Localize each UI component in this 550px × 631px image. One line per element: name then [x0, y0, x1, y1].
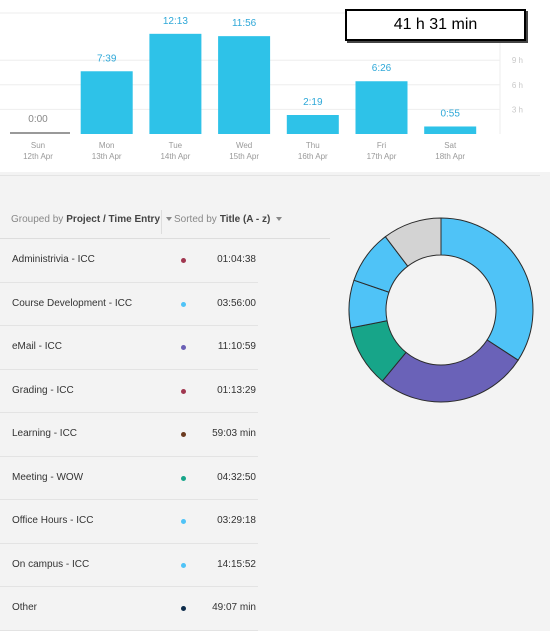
group-by-dropdown[interactable]: Grouped by Project / Time Entry	[11, 200, 173, 238]
color-dot-icon	[181, 258, 186, 263]
bar-value-label: 12:13	[163, 16, 188, 27]
entry-duration: 59:03 min	[212, 428, 256, 439]
entry-duration: 14:15:52	[217, 558, 256, 570]
bar	[218, 36, 271, 134]
color-dot-icon	[181, 475, 186, 481]
donut-slice[interactable]	[384, 217, 442, 267]
x-tick-date-label: 14th Apr	[160, 152, 190, 161]
group-by-prefix: Grouped by	[11, 213, 64, 225]
sort-by-dropdown[interactable]: Sorted by Title (A - z)	[174, 200, 283, 238]
time-entry-list: Administrivia - ICC 01:04:38 Course Develo…	[0, 239, 258, 631]
x-tick-label: Thu	[306, 141, 320, 150]
entry-title: Other	[12, 602, 38, 613]
x-tick-date-label: 17th Apr	[367, 152, 397, 161]
entry-title: On campus - ICC	[12, 558, 90, 570]
bar-value-label: 0:55	[440, 108, 460, 119]
list-item[interactable]: Other 49:07 min	[0, 587, 258, 631]
bar	[355, 81, 408, 134]
y-tick-label: 3 h	[512, 105, 523, 114]
y-tick-label: 9 h	[512, 56, 523, 65]
color-dot-icon	[181, 388, 186, 394]
x-tick-date-label: 13th Apr	[92, 152, 122, 161]
sort-by-value: Title (A - z)	[219, 213, 271, 225]
toolbar-separator	[161, 210, 162, 234]
x-tick-label: Sat	[444, 141, 457, 150]
color-dot-icon	[181, 301, 186, 307]
x-tick-label: Mon	[99, 141, 115, 150]
entry-duration: 01:04:38	[217, 254, 256, 265]
bar-chart-svg: 9 h 6 h 3 h 0:00 Sun 12th Apr 7:39 Mon 13th Apr 1…	[0, 12, 523, 161]
bar-value-label: 6:26	[372, 63, 392, 74]
x-tick-label: Wed	[236, 141, 252, 150]
sort-by-prefix: Sorted by	[174, 213, 217, 225]
bar	[149, 33, 202, 134]
bar	[10, 132, 70, 134]
entry-duration: 11:10:59	[217, 341, 256, 352]
bar-value-label: 0:00	[28, 114, 48, 125]
list-item[interactable]: eMail - ICC 11:10:59	[0, 326, 258, 370]
chevron-down-icon	[276, 217, 283, 221]
entry-duration: 01:13:29	[217, 384, 256, 396]
x-tick-label: Tue	[169, 141, 183, 150]
x-tick-date-label: 12th Apr	[23, 152, 53, 161]
chevron-down-icon	[166, 217, 173, 221]
project-donut-chart	[348, 217, 534, 403]
list-item[interactable]: On campus - ICC 14:15:52	[0, 544, 258, 587]
entry-title: Administrivia - ICC	[12, 254, 95, 265]
y-tick-label: 6 h	[512, 81, 523, 90]
weekly-bar-chart: 9 h 6 h 3 h 0:00 Sun 12th Apr 7:39 Mon 13th Apr 1…	[0, 0, 550, 172]
bar-value-label: 7:39	[97, 53, 117, 64]
bar-value-label: 2:19	[303, 97, 323, 108]
entry-duration: 04:32:50	[217, 471, 256, 483]
entry-duration: 03:29:18	[217, 515, 256, 526]
list-item[interactable]: Course Development - ICC 03:56:00	[0, 283, 258, 326]
entry-title: Course Development - ICC	[12, 297, 133, 309]
report-toolbar: Grouped by Project / Time Entry Sorted b…	[0, 200, 330, 239]
list-item[interactable]: Meeting - WOW 04:32:50	[0, 457, 258, 500]
color-dot-icon	[181, 562, 186, 568]
list-item[interactable]: Grading - ICC 01:13:29	[0, 370, 258, 413]
list-item[interactable]: Learning - ICC 59:03 min	[0, 413, 258, 457]
bar	[286, 115, 339, 134]
entry-title: Learning - ICC	[12, 428, 78, 439]
group-by-value: Project / Time Entry	[66, 213, 161, 225]
donut-slice[interactable]	[440, 217, 534, 361]
donut-slice[interactable]	[381, 339, 519, 403]
entry-title: Meeting - WOW	[12, 471, 84, 483]
color-dot-icon	[181, 606, 186, 611]
color-dot-icon	[181, 519, 186, 524]
x-tick-date-label: 18th Apr	[435, 152, 465, 161]
x-tick-label: Fri	[377, 141, 387, 150]
x-tick-date-label: 15th Apr	[229, 152, 259, 161]
x-tick-date-label: 16th Apr	[298, 152, 328, 161]
bar-value-label: 11:56	[232, 18, 257, 29]
list-item[interactable]: Administrivia - ICC 01:04:38	[0, 239, 258, 283]
entry-duration: 03:56:00	[217, 297, 256, 309]
color-dot-icon	[181, 345, 186, 350]
entry-duration: 49:07 min	[212, 602, 256, 613]
entry-title: Grading - ICC	[12, 384, 74, 396]
list-item[interactable]: Office Hours - ICC 03:29:18	[0, 500, 258, 544]
entry-title: Office Hours - ICC	[12, 515, 94, 526]
total-time-box: 41 h 31 min	[345, 9, 526, 41]
x-tick-label: Sun	[31, 141, 45, 150]
bar	[424, 126, 477, 134]
color-dot-icon	[181, 432, 186, 437]
bar	[80, 71, 133, 134]
entry-title: eMail - ICC	[12, 341, 63, 352]
section-divider	[0, 175, 540, 176]
